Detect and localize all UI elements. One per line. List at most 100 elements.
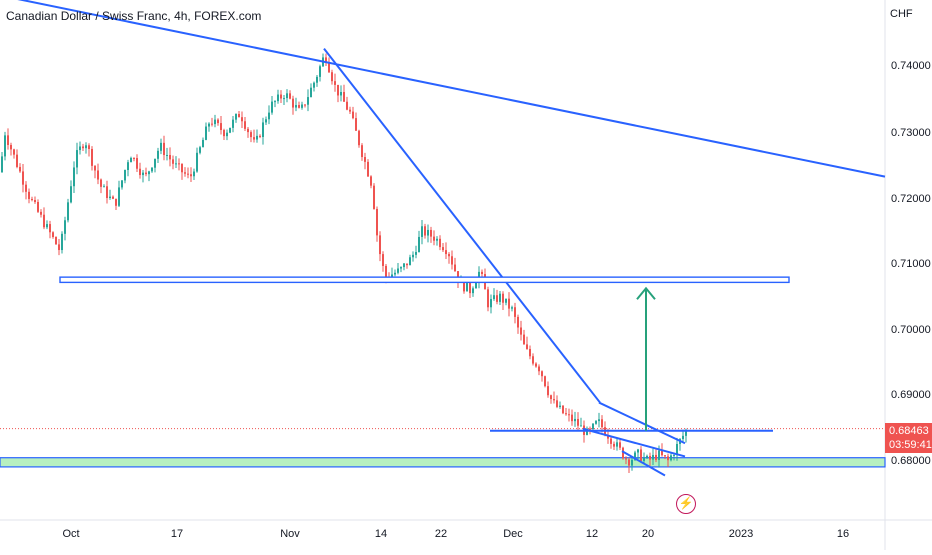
candle-body (310, 87, 312, 98)
candle-body (475, 282, 477, 289)
candle-body (16, 154, 18, 167)
candle-body (685, 430, 687, 436)
x-axis-label: Nov (280, 528, 300, 540)
last-price-value: 0.68463 (889, 425, 929, 437)
candle-body (4, 135, 6, 157)
candle-body (46, 224, 48, 228)
lightning-icon[interactable]: ⚡ (676, 494, 696, 514)
candle-body (1, 156, 3, 173)
candle-body (193, 171, 195, 177)
candle-body (64, 220, 66, 234)
candle-body (364, 157, 366, 162)
candle-body (373, 185, 375, 209)
candle-body (331, 72, 333, 82)
candle-body (394, 272, 396, 275)
candle-body (262, 122, 264, 138)
candle-body (598, 419, 600, 422)
trendline (17, 0, 886, 178)
y-axis-label: 0.70000 (891, 324, 931, 336)
candle-body (673, 454, 675, 456)
candle-body (247, 128, 249, 133)
candle-body (283, 98, 285, 100)
candle-body (256, 135, 258, 140)
y-axis-label: 0.73000 (891, 127, 931, 139)
candle-body (187, 173, 189, 175)
candle-body (184, 172, 186, 174)
candle-body (106, 186, 108, 199)
candle-body (601, 419, 603, 428)
candle-body (34, 200, 36, 202)
candle-body (361, 145, 363, 158)
candle-body (172, 159, 174, 164)
candle-body (571, 414, 573, 422)
candle-body (91, 148, 93, 166)
candle-body (259, 135, 261, 138)
candle-body (499, 293, 501, 302)
channel-line (621, 450, 666, 477)
candle-body (307, 97, 309, 105)
candle-body (607, 435, 609, 439)
candle-body (619, 442, 621, 448)
candle-body (268, 112, 270, 120)
candle-body (448, 254, 450, 257)
candle-body (430, 229, 432, 237)
candle-body (178, 163, 180, 165)
candle-body (55, 237, 57, 245)
candle-body (70, 186, 72, 203)
candle-body (520, 327, 522, 335)
candle-body (151, 167, 153, 172)
candle-body (403, 263, 405, 268)
candle-body (442, 247, 444, 251)
candle-body (214, 119, 216, 125)
candle-body (508, 298, 510, 309)
candle-body (562, 405, 564, 414)
candle-body (109, 196, 111, 199)
candle-body (280, 94, 282, 99)
last-price-badge: 0.68463 03:59:41 (885, 423, 932, 453)
candle-body (301, 104, 303, 108)
candle-body (565, 413, 567, 415)
candle-body (235, 114, 237, 120)
candle-body (274, 101, 276, 103)
candle-body (10, 144, 12, 150)
candle-body (577, 418, 579, 426)
candle-body (343, 92, 345, 102)
candle-body (265, 119, 267, 123)
candle-body (94, 165, 96, 171)
candle-body (517, 316, 519, 328)
candle-body (160, 142, 162, 151)
x-axis-label: 17 (170, 528, 184, 540)
candle-body (139, 168, 141, 176)
candle-body (7, 135, 9, 145)
candle-body (340, 92, 342, 96)
candle-body (433, 236, 435, 241)
y-axis-label: 0.72000 (891, 193, 931, 205)
candle-body (421, 226, 423, 237)
candle-body (526, 344, 528, 349)
candle-body (142, 172, 144, 176)
candle-body (238, 114, 240, 118)
candle-body (181, 163, 183, 173)
resistance-zone (59, 276, 790, 284)
y-axis-label: 0.69000 (891, 389, 931, 401)
candle-body (547, 386, 549, 396)
candle-body (76, 150, 78, 168)
candle-body (79, 146, 81, 151)
candle-body (211, 123, 213, 125)
candle-body (118, 187, 120, 206)
x-axis-label: 12 (585, 528, 599, 540)
candle-body (271, 101, 273, 113)
candle-body (190, 174, 192, 177)
candle-body (556, 400, 558, 407)
candle-body (325, 57, 327, 63)
candle-body (385, 265, 387, 278)
candle-body (205, 126, 207, 140)
candle-body (580, 425, 582, 427)
candle-body (412, 254, 414, 258)
candle-body (73, 167, 75, 187)
candle-body (241, 117, 243, 122)
candle-body (646, 455, 648, 458)
candle-body (196, 152, 198, 172)
